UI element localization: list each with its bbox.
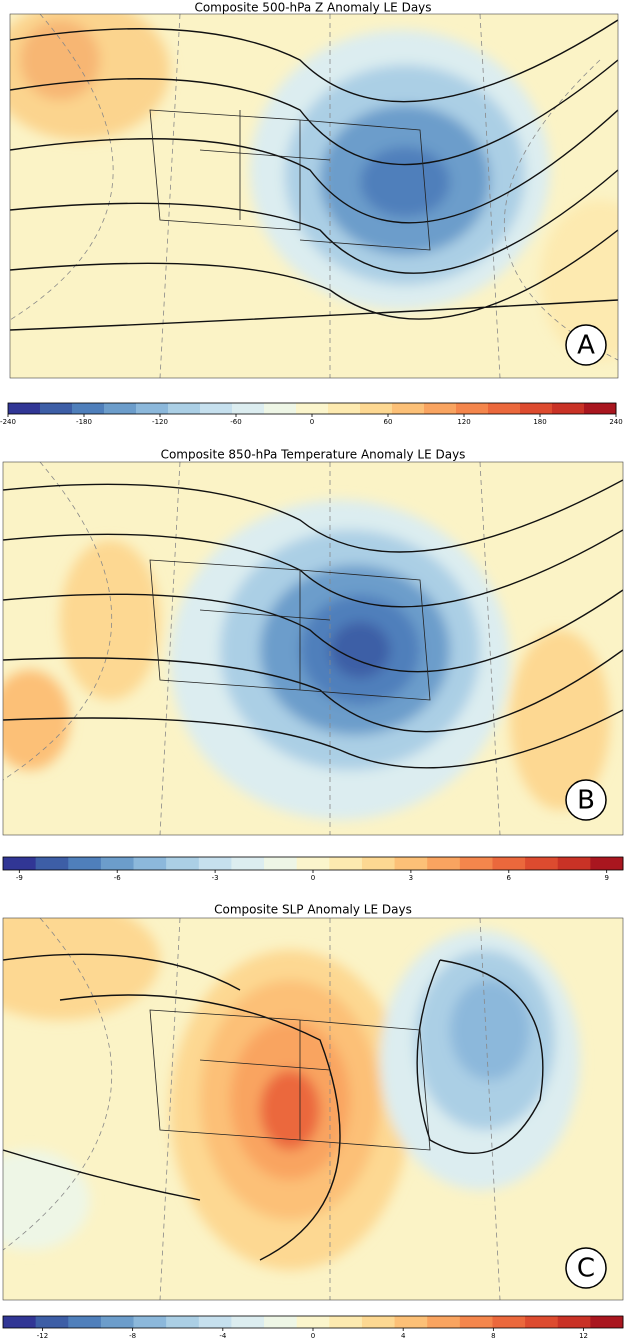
colorbar-cell [488, 403, 521, 414]
colorbar-cell [3, 857, 37, 870]
colorbar-cell [459, 1316, 493, 1328]
colorbar-cell [424, 403, 457, 414]
colorbar-tick-label: -12 [37, 1332, 48, 1339]
colorbar-cell [264, 403, 297, 414]
label-circle [565, 779, 607, 821]
colorbar-cell [361, 857, 396, 870]
colorbar-tick-label: -8 [129, 1332, 136, 1339]
colorbar-cell [427, 857, 461, 870]
colorbar-cell [198, 857, 232, 870]
panel-label: A [577, 331, 595, 361]
map-frame [2, 461, 624, 836]
label-circle [565, 1247, 607, 1289]
colorbar-tick-label: 3 [409, 874, 413, 882]
map-b [3, 462, 623, 835]
colorbar-cell [264, 1316, 298, 1328]
colorbar-cell [427, 1316, 461, 1328]
colorbar-tick-label: -6 [114, 874, 122, 882]
map-frame [2, 917, 624, 1301]
colorbar-tick-label: 6 [507, 874, 512, 882]
colorbar-tick-label: 8 [491, 1332, 495, 1339]
colorbar-tick-label: 240 [609, 418, 622, 426]
map-a [10, 14, 618, 378]
colorbar-cell [264, 857, 298, 870]
colorbar-cell [557, 1316, 591, 1328]
colorbar-cell [296, 403, 329, 414]
colorbar-cell [168, 403, 201, 414]
colorbar-cell [133, 857, 167, 870]
colorbar-tick-label: -120 [152, 418, 168, 426]
colorbar-tick-label: 9 [604, 874, 608, 882]
panel-title: Composite 500-hPa Z Anomaly LE Days [194, 1, 431, 15]
colorbar-cell [296, 1316, 330, 1328]
colorbar-tick-label: -9 [16, 874, 23, 882]
colorbar-cell [590, 857, 624, 870]
colorbar-cell [166, 857, 200, 870]
colorbar-cell [35, 1316, 69, 1328]
map-c [3, 918, 623, 1300]
colorbar-cell [231, 1316, 265, 1328]
panel-label: B [577, 786, 595, 816]
colorbar-cell [8, 403, 41, 414]
colorbar-cell [136, 403, 169, 414]
colorbar-tick-label: 0 [310, 418, 314, 426]
colorbar-cell [584, 403, 617, 414]
colorbar-cell [361, 1316, 396, 1328]
colorbar-cell [68, 1316, 102, 1328]
panel-title: Composite SLP Anomaly LE Days [214, 903, 412, 917]
colorbar-cell [557, 857, 591, 870]
colorbar-cell [100, 1316, 135, 1328]
colorbar-tick-label: 0 [311, 1332, 315, 1339]
colorbar-cell [328, 403, 361, 414]
colorbar-cell [459, 857, 493, 870]
panel-title: Composite 850-hPa Temperature Anomaly LE… [161, 448, 466, 462]
colorbar-cell [520, 403, 553, 414]
colorbar-tick-label: -4 [219, 1332, 227, 1339]
colorbar-cell [198, 1316, 232, 1328]
colorbar-cell [392, 403, 425, 414]
colorbar-cell [394, 857, 428, 870]
colorbar-tick-label: -240 [0, 418, 16, 426]
colorbar-cell [68, 857, 102, 870]
colorbar-cell [40, 403, 73, 414]
colorbar-tick-label: -180 [76, 418, 92, 426]
colorbar-tick-label: -3 [212, 874, 219, 882]
colorbar-cell [166, 1316, 200, 1328]
colorbar-tick-label: 180 [533, 418, 546, 426]
colorbar-tick-label: 0 [311, 874, 315, 882]
colorbar-cell [552, 403, 585, 414]
map-frame [9, 13, 619, 379]
colorbar-cell [100, 857, 135, 870]
colorbar-cell [394, 1316, 428, 1328]
colorbar-cell [3, 1316, 37, 1328]
colorbar-tick-label: 60 [384, 418, 393, 426]
colorbar-cell [492, 857, 526, 870]
colorbar-cell [525, 857, 559, 870]
colorbar-cell [590, 1316, 624, 1328]
colorbar-tick-label: 4 [401, 1332, 406, 1339]
colorbar-cell [35, 857, 69, 870]
colorbar-cell [329, 857, 363, 870]
colorbar-tick-label: 120 [457, 418, 470, 426]
colorbar-cell [296, 857, 330, 870]
colorbar-cell [200, 403, 233, 414]
colorbar-cell [492, 1316, 526, 1328]
colorbar-cell [72, 403, 105, 414]
label-circle [565, 324, 607, 366]
colorbar-cell [133, 1316, 167, 1328]
colorbar-cell [525, 1316, 559, 1328]
colorbar-cell [231, 857, 265, 870]
colorbar-cell [232, 403, 265, 414]
colorbar-cell [104, 403, 137, 414]
colorbar-cell [456, 403, 489, 414]
colorbar-cell [329, 1316, 363, 1328]
colorbar-cell [360, 403, 393, 414]
panel-label: C [577, 1254, 595, 1284]
colorbar-tick-label: -60 [230, 418, 241, 426]
colorbar-tick-label: 12 [579, 1332, 588, 1339]
